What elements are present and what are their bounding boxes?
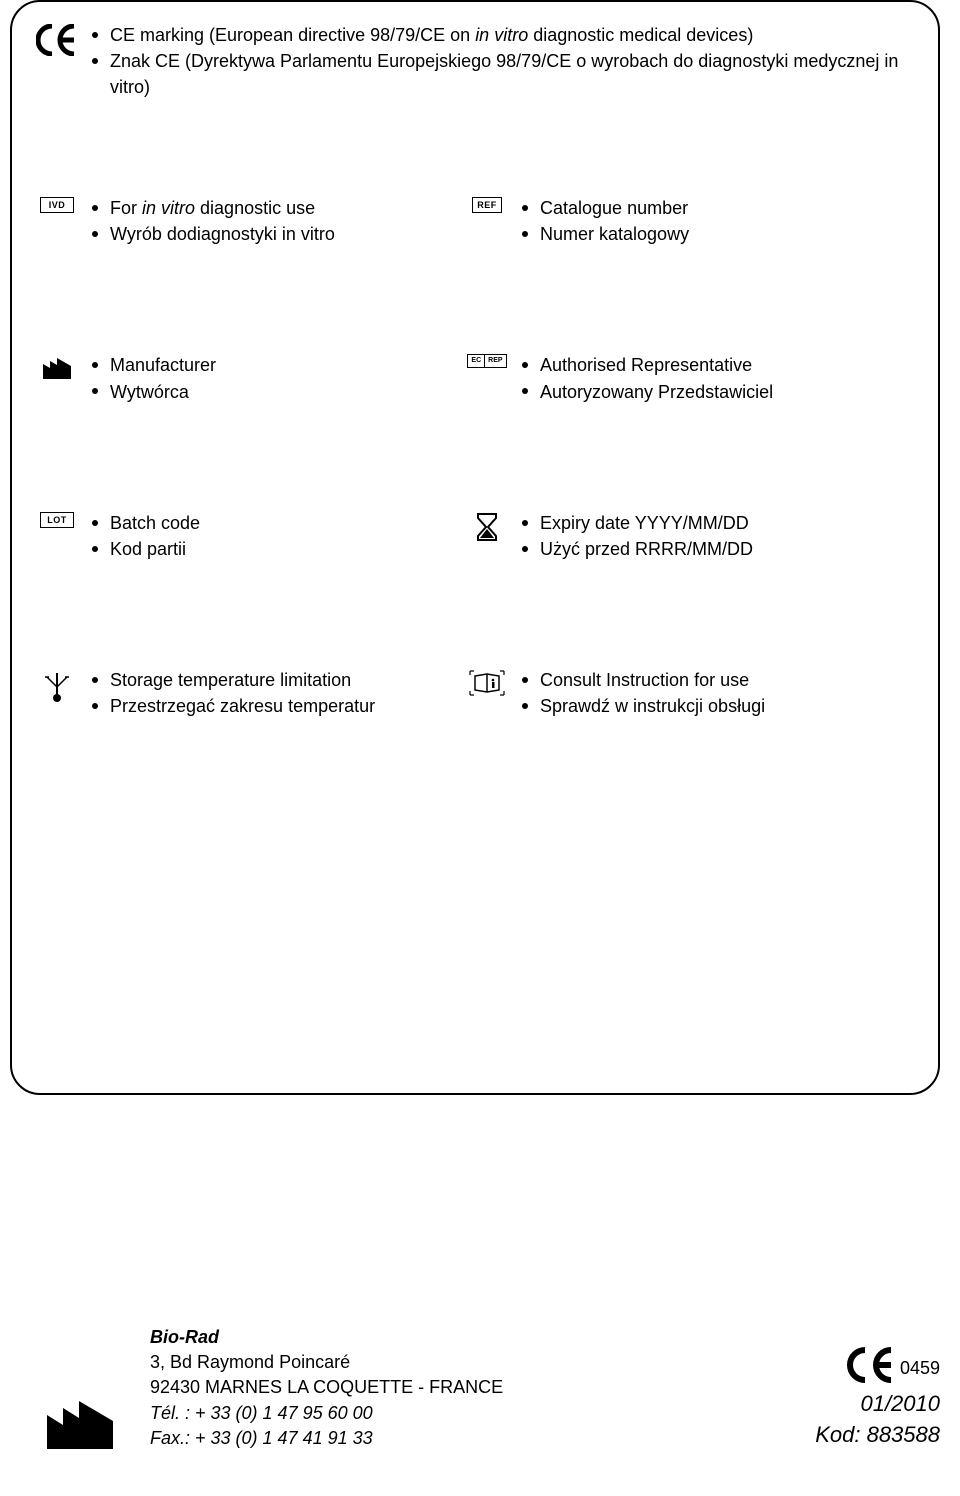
footer-manufacturer-icon	[10, 1391, 150, 1451]
footer-addr2: 92430 MARNES LA COQUETTE - FRANCE	[150, 1375, 815, 1400]
row-ce: CE marking (European directive 98/79/CE …	[32, 22, 908, 100]
symbol-legend-frame: CE marking (European directive 98/79/CE …	[10, 0, 940, 1095]
ce-text-en: CE marking (European directive 98/79/CE …	[92, 22, 908, 48]
ecrep-en: Authorised Representative	[522, 352, 908, 378]
ecrep-icon: ECREP	[462, 352, 512, 368]
ce-text-pl: Znak CE (Dyrektywa Parlamentu Europejski…	[92, 48, 908, 100]
footer-tel: Tél. : + 33 (0) 1 47 95 60 00	[150, 1401, 815, 1426]
footer-address: Bio-Rad 3, Bd Raymond Poincaré 92430 MAR…	[150, 1325, 815, 1451]
lot-icon: LOT	[32, 510, 82, 528]
row-mfr-ecrep: Manufacturer Wytwórca ECREP Authorised R…	[32, 352, 908, 404]
footer-ce-number: 0459	[900, 1356, 940, 1383]
ref-icon: REF	[462, 195, 512, 213]
lot-en: Batch code	[92, 510, 462, 536]
thermometer-icon	[32, 667, 82, 705]
footer-addr1: 3, Bd Raymond Poincaré	[150, 1350, 815, 1375]
hourglass-icon	[462, 510, 512, 542]
lot-pl: Kod partii	[92, 536, 462, 562]
footer-code: Kod: 883588	[815, 1420, 940, 1451]
exp-en: Expiry date YYYY/MM/DD	[522, 510, 908, 536]
footer-ce-mark: 0459	[815, 1347, 940, 1383]
ref-en: Catalogue number	[522, 195, 908, 221]
temp-pl: Przestrzegać zakresu temperatur	[92, 693, 462, 719]
mfr-en: Manufacturer	[92, 352, 462, 378]
ivd-pl: Wyrób dodiagnostyki in vitro	[92, 221, 462, 247]
footer-right: 0459 01/2010 Kod: 883588	[815, 1347, 950, 1451]
ivd-icon: IVD	[32, 195, 82, 213]
row-ivd-ref: IVD For in vitro diagnostic use Wyrób do…	[32, 195, 908, 247]
footer-brand: Bio-Rad	[150, 1325, 815, 1350]
ref-pl: Numer katalogowy	[522, 221, 908, 247]
footer-fax: Fax.: + 33 (0) 1 47 41 91 33	[150, 1426, 815, 1451]
ifu-en: Consult Instruction for use	[522, 667, 908, 693]
ecrep-pl: Autoryzowany Przedstawiciel	[522, 379, 908, 405]
ce-icon	[32, 22, 82, 56]
row-temp-ifu: Storage temperature limitation Przestrze…	[32, 667, 908, 719]
ifu-icon	[462, 667, 512, 697]
manufacturer-icon	[32, 352, 82, 380]
ifu-pl: Sprawdź w instrukcji obsługi	[522, 693, 908, 719]
ivd-en: For in vitro diagnostic use	[92, 195, 462, 221]
row-lot-exp: LOT Batch code Kod partii Expiry date YY…	[32, 510, 908, 562]
temp-en: Storage temperature limitation	[92, 667, 462, 693]
footer-date: 01/2010	[815, 1389, 940, 1420]
footer: Bio-Rad 3, Bd Raymond Poincaré 92430 MAR…	[10, 1325, 950, 1451]
exp-pl: Użyć przed RRRR/MM/DD	[522, 536, 908, 562]
mfr-pl: Wytwórca	[92, 379, 462, 405]
